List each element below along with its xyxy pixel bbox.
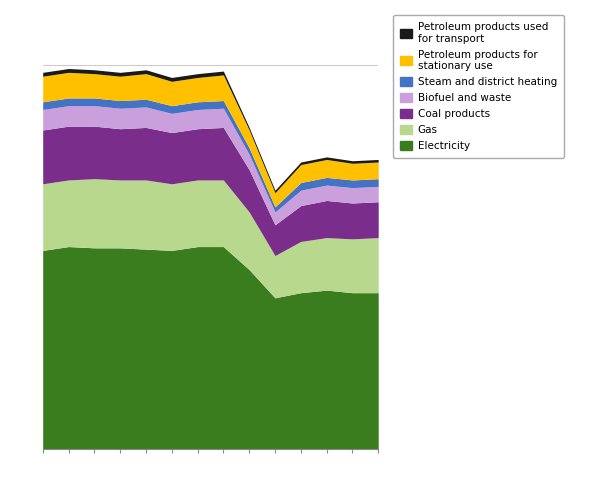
Legend: Petroleum products used
for transport, Petroleum products for
stationary use, St: Petroleum products used for transport, P… xyxy=(393,15,564,158)
